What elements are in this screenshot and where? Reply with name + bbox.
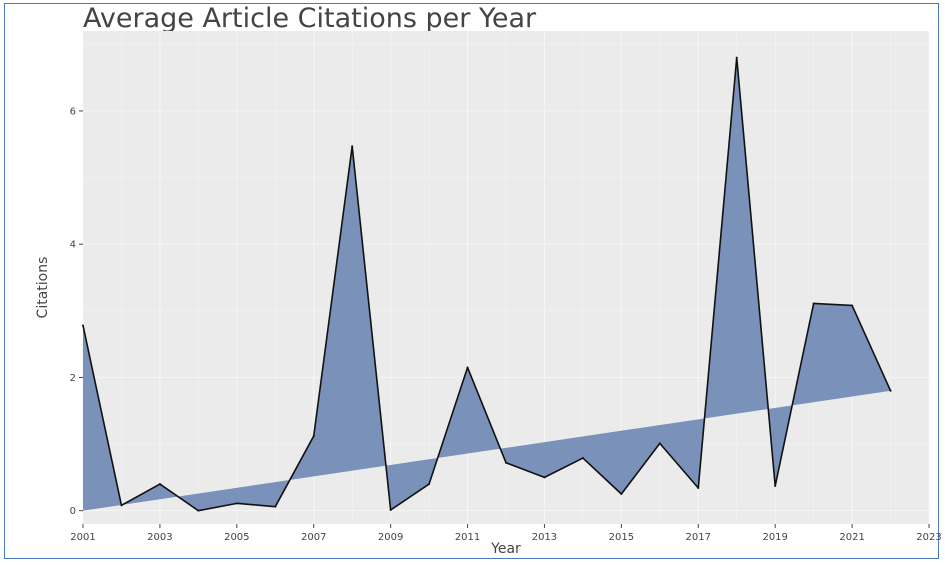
grid-lines xyxy=(82,31,930,524)
x-tick-label: 2017 xyxy=(686,532,711,543)
data-point-2011 xyxy=(466,366,469,369)
data-point-2004 xyxy=(197,509,200,512)
y-axis-ticks: 0 2 4 6 xyxy=(70,106,83,517)
area-layer xyxy=(83,57,891,511)
x-tick-label: 2001 xyxy=(70,532,95,543)
citations-area xyxy=(83,57,891,511)
x-tick-label: 2011 xyxy=(455,532,480,543)
data-point-2013 xyxy=(543,476,546,479)
y-axis-title: Citations xyxy=(35,257,51,319)
data-point-2002 xyxy=(120,504,123,507)
citations-line xyxy=(82,56,892,512)
data-point-2008 xyxy=(351,145,354,148)
y-tick-label: 6 xyxy=(70,106,76,117)
x-tick-label: 2023 xyxy=(916,532,941,543)
data-point-2003 xyxy=(158,483,161,486)
x-tick-label: 2021 xyxy=(839,532,864,543)
data-point-2007 xyxy=(312,435,315,438)
data-point-2009 xyxy=(389,509,392,512)
data-point-2016 xyxy=(658,442,661,445)
x-axis-title: Year xyxy=(490,541,521,557)
data-point-2006 xyxy=(274,505,277,508)
x-tick-label: 2019 xyxy=(762,532,787,543)
data-point-2022 xyxy=(889,389,892,392)
y-tick-label: 2 xyxy=(70,373,76,384)
data-point-2019 xyxy=(774,485,777,488)
data-point-2014 xyxy=(581,457,584,460)
data-point-2005 xyxy=(235,502,238,505)
data-point-2015 xyxy=(620,493,623,496)
x-tick-label: 2015 xyxy=(609,532,634,543)
data-point-2021 xyxy=(851,304,854,307)
y-tick-label: 0 xyxy=(70,506,76,517)
x-tick-label: 2005 xyxy=(224,532,249,543)
x-tick-label: 2003 xyxy=(147,532,172,543)
data-point-2018 xyxy=(735,56,738,59)
line-layer xyxy=(82,56,892,512)
x-tick-label: 2013 xyxy=(532,532,557,543)
x-tick-label: 2009 xyxy=(378,532,403,543)
data-point-2001 xyxy=(82,324,84,327)
data-point-2010 xyxy=(428,483,431,486)
chart-title: Average Article Citations per Year xyxy=(83,3,537,34)
data-point-2020 xyxy=(812,302,815,305)
y-tick-label: 4 xyxy=(70,240,76,251)
data-point-2017 xyxy=(697,487,700,490)
x-axis-ticks: 2001 2003 2005 2007 2009 2011 2013 2015 2017 2019… xyxy=(70,524,942,543)
x-tick-label: 2007 xyxy=(301,532,326,543)
data-point-2012 xyxy=(505,461,507,464)
